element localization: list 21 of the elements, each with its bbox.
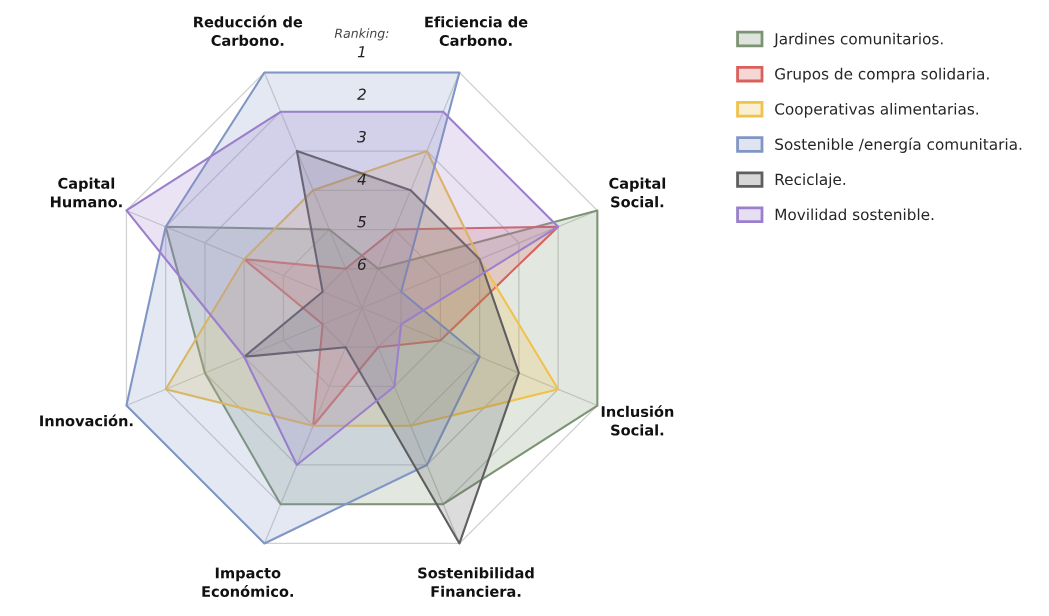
legend-label: Grupos de compra solidaria. (775, 67, 989, 83)
spoke-label: Inclusión Social. (601, 405, 674, 436)
y-tick-label: 6 (358, 258, 367, 270)
spoke-label: Eficiencia de Carbono. (425, 16, 528, 47)
spoke-label: Capital Humano. (50, 177, 122, 208)
text: Ranking: (334, 28, 389, 41)
y-tick-label: 3 (357, 130, 366, 143)
legend-label: Movilidad sostenible. (775, 208, 934, 221)
spoke-label: Reducción de Carbono. (194, 15, 303, 47)
y-tick-label: 5 (357, 216, 366, 228)
legend-label: Reciclaje. (775, 173, 846, 189)
spoke-label: Innovación. (40, 414, 133, 427)
y-tick-label: 4 (357, 173, 366, 185)
spoke-label: Sostenibilidad Financiera. (418, 567, 534, 597)
legend-label: Cooperativas alimentarias. (775, 102, 979, 118)
spoke-label: Capital Social. (609, 177, 666, 208)
y-tick-label: 1 (357, 46, 365, 58)
y-tick-label: 2 (357, 88, 366, 100)
legend-label: Jardines comunitarios. (773, 32, 943, 48)
legend-label: Sostenible /energía comunitaria. (775, 137, 1022, 153)
spoke-label: Impacto Económico. (202, 567, 294, 597)
